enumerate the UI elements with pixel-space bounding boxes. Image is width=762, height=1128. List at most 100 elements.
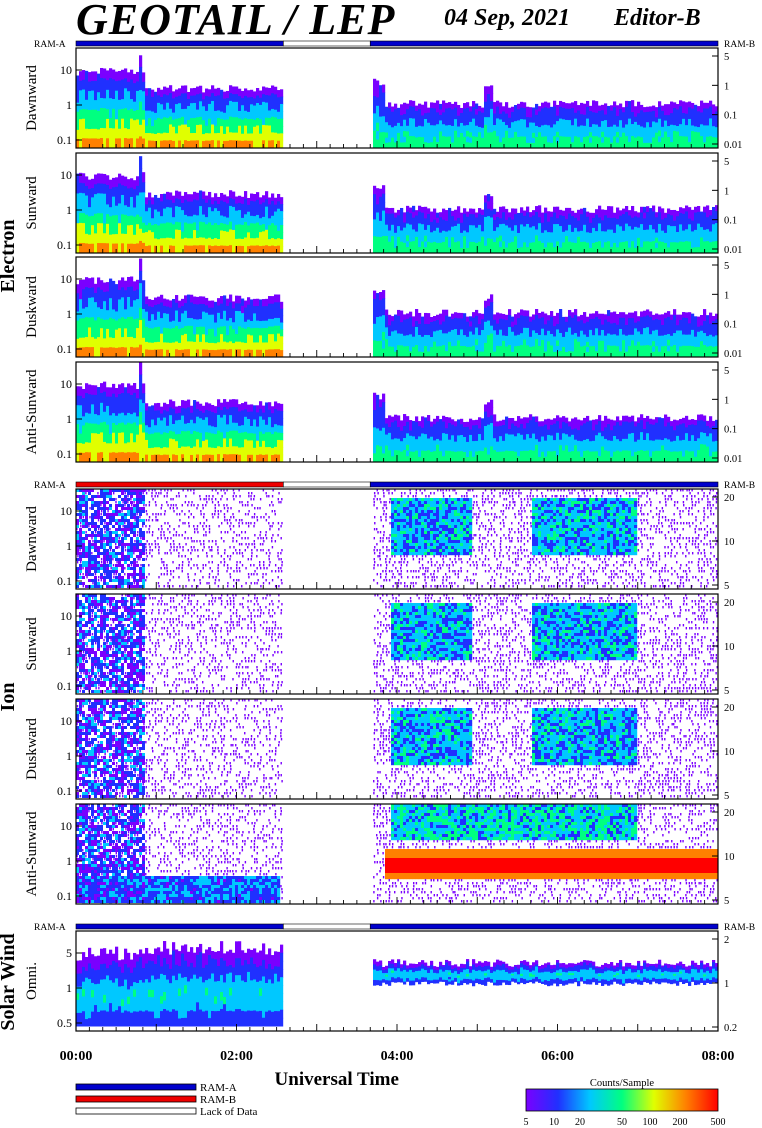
electron-ram-a-label: RAM-A <box>34 40 66 50</box>
y-tick-label-left: 0.1 <box>57 679 72 693</box>
x-tick-label: 04:00 <box>381 1049 414 1064</box>
y-tick-label-right: 1 <box>724 290 729 301</box>
y-tick-label-right: 0.01 <box>724 245 742 256</box>
y-tick-label-left: 0.1 <box>57 238 72 252</box>
y-tick-label-right: 5 <box>724 791 729 802</box>
y-tick-label-right: 5 <box>724 581 729 592</box>
solar-wind-ram-segment <box>76 924 283 929</box>
panel-label: Dawnward <box>24 506 40 572</box>
y-tick-label-left: 0.1 <box>57 133 72 147</box>
colorbar-tick-label: 5 <box>524 1117 529 1128</box>
x-tick-label: 00:00 <box>60 1049 93 1064</box>
y-tick-label-left: 0.1 <box>57 889 72 903</box>
y-tick-label-left: 1 <box>66 98 72 112</box>
y-tick-label-left: 1 <box>66 854 72 868</box>
solar-wind-group-label: Solar Wind <box>0 933 19 1030</box>
y-tick-label-right: 5 <box>724 52 729 63</box>
colorbar-title: Counts/Sample <box>590 1078 655 1089</box>
y-tick-label-left: 1 <box>66 203 72 217</box>
y-tick-label-left: 0.1 <box>57 447 72 461</box>
x-tick-label: 02:00 <box>220 1049 253 1064</box>
y-tick-label-left: 5 <box>66 946 72 960</box>
y-tick-label-right: 0.1 <box>724 216 737 227</box>
electron-ram-segment <box>283 41 370 46</box>
y-tick-label-right: 0.01 <box>724 454 742 465</box>
panel-label: Sunward <box>24 176 40 230</box>
y-tick-label-left: 10 <box>60 63 72 77</box>
electron-ram-bar <box>76 41 718 46</box>
y-tick-label-right: 5 <box>724 686 729 697</box>
solar-wind-ram-b-label: RAM-B <box>724 923 755 933</box>
y-tick-label-left: 10 <box>60 609 72 623</box>
solar-wind-ram-a-label: RAM-A <box>34 923 66 933</box>
solar-wind-ram-segment <box>370 924 718 929</box>
y-tick-label-right: 2 <box>724 935 729 946</box>
y-tick-label-right: 0.1 <box>724 425 737 436</box>
colorbar-tick-label: 500 <box>711 1117 726 1128</box>
ion-ram-b-label: RAM-B <box>724 481 755 491</box>
y-tick-label-left: 10 <box>60 714 72 728</box>
panel-label: Duskward <box>24 276 40 338</box>
electron-group-label: Electron <box>0 220 19 293</box>
ion-ram-segment <box>370 482 718 487</box>
solar-wind-ram-segment <box>283 924 370 929</box>
colorbar-gradient <box>526 1089 718 1111</box>
y-tick-label-left: 10 <box>60 377 72 391</box>
y-tick-label-right: 0.01 <box>724 349 742 360</box>
x-tick-label: 06:00 <box>541 1049 574 1064</box>
y-tick-label-right: 0.01 <box>724 140 742 151</box>
y-tick-label-left: 10 <box>60 819 72 833</box>
panel-label: Omni. <box>24 962 40 1000</box>
y-tick-label-right: 1 <box>724 186 729 197</box>
y-tick-label-right: 1 <box>724 979 729 990</box>
y-tick-label-left: 0.5 <box>57 1016 72 1030</box>
ion-panel-3: 10 1 0.1 20 10 5 Anti-Sunward <box>24 804 735 907</box>
electron-ram-segment <box>76 41 283 46</box>
y-tick-label-left: 1 <box>66 981 72 995</box>
y-tick-label-left: 10 <box>60 504 72 518</box>
y-tick-label-left: 1 <box>66 307 72 321</box>
y-tick-label-right: 5 <box>724 157 729 168</box>
electron-ram-segment <box>370 41 718 46</box>
y-tick-label-left: 0.1 <box>57 574 72 588</box>
y-tick-label-right: 1 <box>724 395 729 406</box>
electron-ram-b-label: RAM-B <box>724 40 755 50</box>
panel-label: Sunward <box>24 617 40 671</box>
legend-swatch <box>76 1096 196 1102</box>
y-tick-label-right: 5 <box>724 896 729 907</box>
y-tick-label-right: 10 <box>724 642 735 653</box>
y-tick-label-left: 1 <box>66 412 72 426</box>
ion-ram-segment <box>283 482 370 487</box>
y-tick-label-right: 0.1 <box>724 320 737 331</box>
y-tick-label-right: 20 <box>724 808 735 819</box>
panel-label: Duskward <box>24 718 40 780</box>
y-tick-label-right: 10 <box>724 852 735 863</box>
ion-ram-bar <box>76 482 718 487</box>
panel-label: Anti-Sunward <box>24 811 40 896</box>
y-tick-label-right: 1 <box>724 81 729 92</box>
y-tick-label-right: 0.1 <box>724 111 737 122</box>
x-tick-label: 08:00 <box>702 1049 735 1064</box>
y-tick-label-right: 10 <box>724 537 735 548</box>
colorbar-tick-label: 100 <box>643 1117 658 1128</box>
legend-label: RAM-B <box>200 1094 236 1106</box>
y-tick-label-right: 5 <box>724 366 729 377</box>
legend-label: RAM-A <box>200 1082 237 1094</box>
ion-group-label: Ion <box>0 683 19 712</box>
y-tick-label-right: 10 <box>724 747 735 758</box>
x-axis-title: Universal Time <box>275 1069 399 1090</box>
y-tick-label-left: 0.1 <box>57 784 72 798</box>
legend-swatch <box>76 1084 196 1090</box>
legend-label: Lack of Data <box>200 1106 258 1118</box>
